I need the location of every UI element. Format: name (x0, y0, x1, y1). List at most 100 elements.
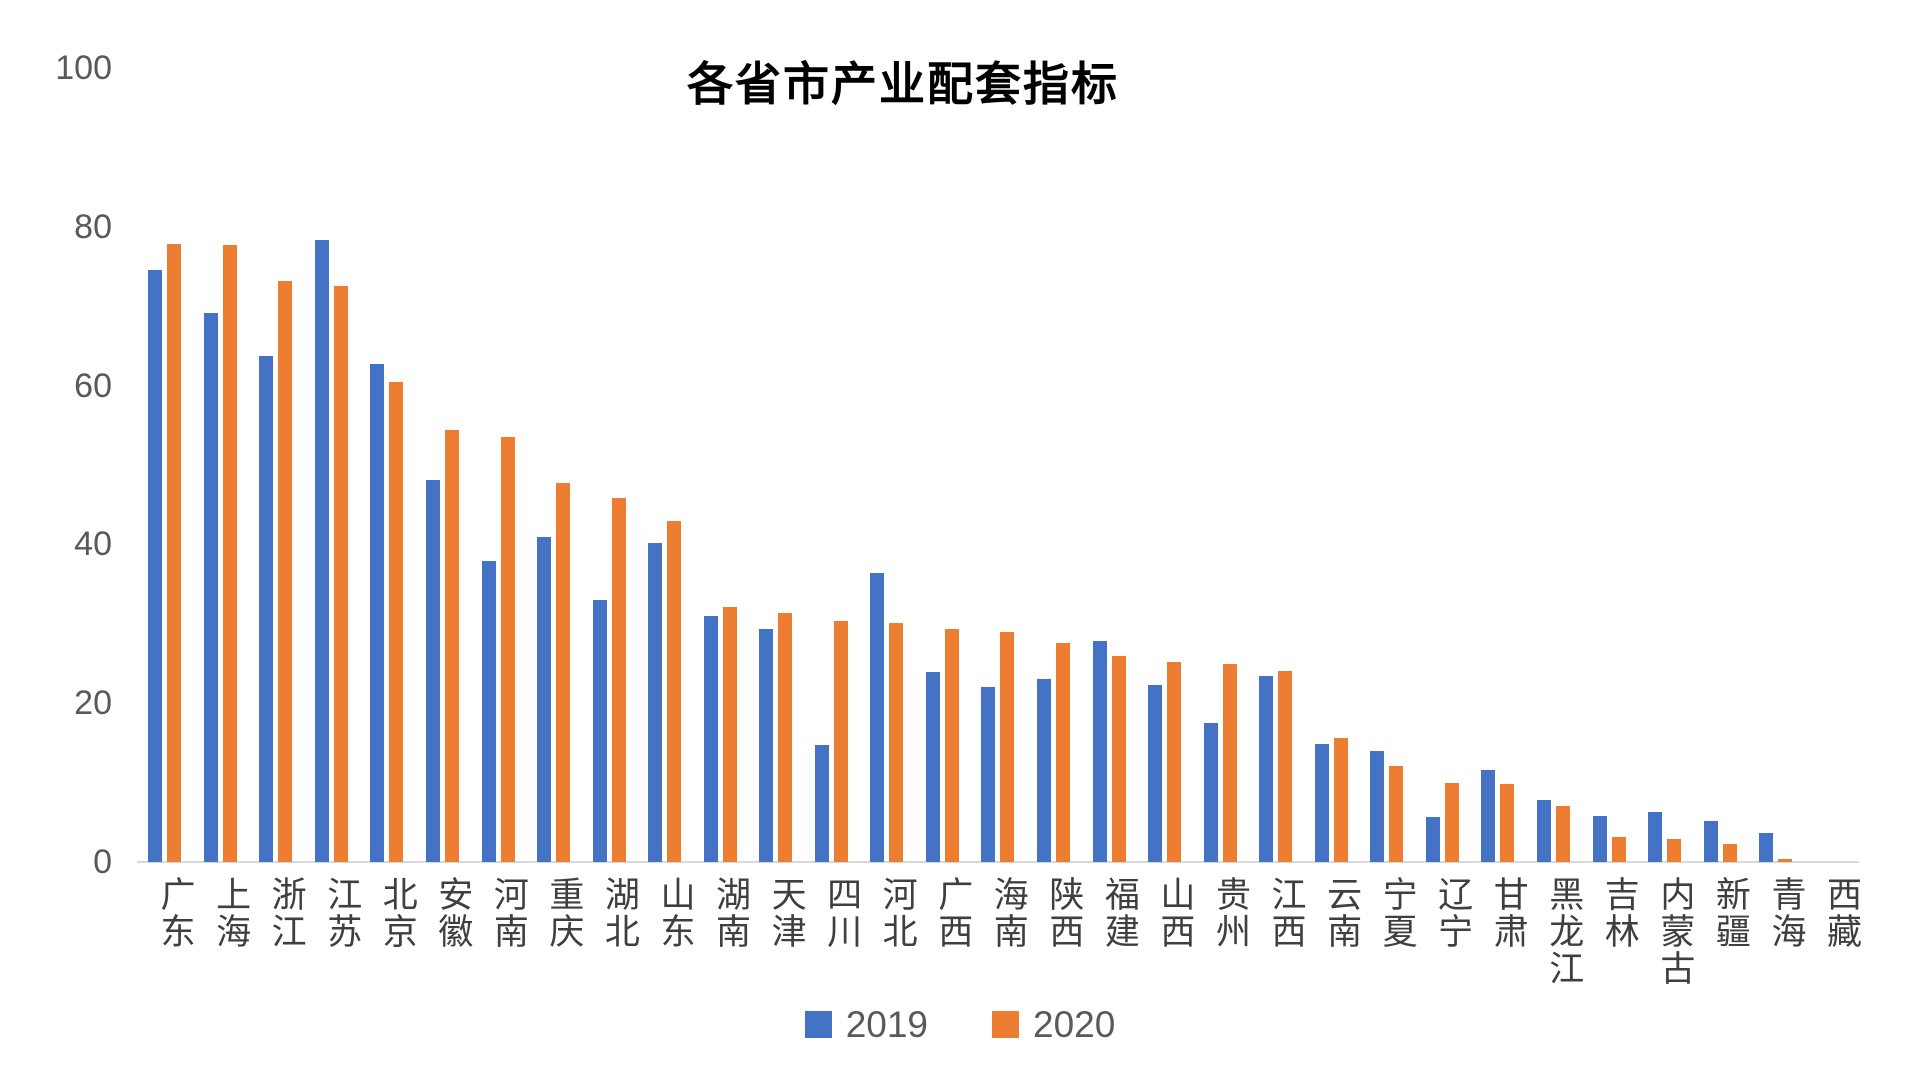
legend-item-2020: 2020 (992, 1006, 1115, 1043)
y-tick-label: 100 (55, 49, 112, 87)
bar-2020-宁夏 (1389, 765, 1404, 862)
bar-group-上海 (193, 68, 249, 862)
bar-2020-上海 (222, 245, 237, 862)
x-cat-label-云南: 云南 (1322, 876, 1362, 950)
bar-2019-四川 (814, 744, 829, 862)
legend-label-2019: 2019 (845, 1004, 928, 1045)
bar-group-湖北 (581, 68, 637, 862)
bar-group-辽宁 (1415, 68, 1471, 862)
bar-2019-云南 (1314, 743, 1329, 862)
x-axis: 广东 上海 浙江 江苏 北京 安徽 河南 重庆 湖北 山东 湖南 天津 四川 河北 广西 海南 陕西 福建 山西 贵州… (137, 876, 1861, 1026)
x-cat-label-青海: 青海 (1766, 876, 1806, 950)
bar-2019-北京 (370, 364, 385, 862)
x-cat-label-重庆: 重庆 (544, 876, 584, 950)
bar-2020-湖北 (611, 498, 626, 862)
bar-2019-河北 (870, 572, 885, 862)
bar-group-甘肃 (1470, 68, 1526, 862)
bar-group-云南 (1304, 68, 1360, 862)
bar-group-安徽 (415, 68, 471, 862)
bar-2020-北京 (389, 381, 404, 862)
x-cat-label-海南: 海南 (988, 876, 1028, 950)
bar-group-青海 (1748, 68, 1804, 862)
bar-group-吉林 (1581, 68, 1637, 862)
plot-area (137, 68, 1859, 863)
x-cat-label-天津: 天津 (766, 876, 806, 950)
legend-swatch-2020-icon (992, 1011, 1019, 1038)
bar-2019-贵州 (1203, 723, 1218, 862)
bar-group-江苏 (304, 68, 360, 862)
x-cat-label-湖北: 湖北 (599, 876, 639, 950)
y-tick-label: 20 (74, 684, 112, 723)
bar-2019-内蒙古 (1648, 811, 1663, 862)
bar-2019-山西 (1148, 684, 1163, 862)
bar-2020-河北 (889, 623, 904, 862)
bar-2019-青海 (1759, 833, 1774, 862)
x-cat-label-河南: 河南 (488, 876, 528, 950)
bar-2020-辽宁 (1444, 782, 1459, 862)
x-cat-label-福建: 福建 (1099, 876, 1139, 950)
legend-label-2020: 2020 (1033, 1004, 1116, 1045)
bar-2020-甘肃 (1500, 784, 1515, 862)
bar-group-海南 (970, 68, 1026, 862)
x-cat-label-山东: 山东 (655, 876, 695, 950)
x-cat-label-安徽: 安徽 (433, 876, 473, 950)
bar-group-宁夏 (1359, 68, 1415, 862)
bar-2020-山西 (1167, 661, 1182, 862)
x-cat-label-河北: 河北 (877, 876, 917, 950)
bar-group-四川 (804, 68, 860, 862)
bar-2019-广西 (925, 672, 940, 862)
bar-2019-广东 (148, 270, 163, 862)
bar-group-贵州 (1192, 68, 1248, 862)
x-cat-label-西藏: 西藏 (1821, 876, 1861, 950)
bar-group-重庆 (526, 68, 582, 862)
bar-2019-黑龙江 (1536, 800, 1551, 862)
bar-2019-陕西 (1037, 679, 1052, 862)
y-tick-label: 0 (93, 843, 112, 881)
x-cat-label-广西: 广西 (933, 876, 973, 950)
bar-2019-湖南 (703, 615, 718, 862)
bar-group-新疆 (1692, 68, 1748, 862)
x-cat-label-黑龙江: 黑龙江 (1544, 876, 1584, 987)
bar-group-山西 (1137, 68, 1193, 862)
bar-2019-海南 (981, 687, 996, 862)
chart-title: 各省市产业配套指标 (687, 58, 1119, 110)
bar-2020-天津 (778, 613, 793, 862)
bar-2020-江苏 (333, 285, 348, 862)
y-tick-label: 40 (74, 525, 112, 564)
bar-2019-江苏 (314, 240, 329, 862)
x-axis-line (137, 861, 1859, 863)
bar-group-福建 (1081, 68, 1137, 862)
bar-2020-浙江 (278, 280, 293, 862)
bar-2020-四川 (833, 621, 848, 862)
x-cat-label-江西: 江西 (1266, 876, 1306, 950)
bar-2019-天津 (759, 629, 774, 862)
x-cat-label-吉林: 吉林 (1599, 876, 1639, 950)
bar-2020-吉林 (1611, 837, 1626, 862)
x-cat-label-山西: 山西 (1155, 876, 1195, 950)
bar-2019-河南 (481, 561, 496, 862)
bar-group-湖南 (692, 68, 748, 862)
bar-group-西藏 (1803, 68, 1859, 862)
bar-2020-福建 (1111, 656, 1126, 862)
bar-group-河北 (859, 68, 915, 862)
bar-2019-安徽 (426, 480, 440, 862)
bar-2020-广西 (944, 628, 959, 862)
bar-2020-山东 (667, 521, 682, 862)
x-cat-label-上海: 上海 (211, 876, 251, 950)
bar-2019-福建 (1092, 641, 1107, 862)
y-tick-label: 60 (74, 366, 112, 405)
bar-2020-青海 (1778, 858, 1793, 862)
bar-2019-浙江 (259, 356, 274, 862)
bar-2020-黑龙江 (1555, 805, 1570, 862)
bar-group-内蒙古 (1637, 68, 1693, 862)
bar-2019-江西 (1259, 676, 1274, 862)
x-cat-label-内蒙古: 内蒙古 (1655, 876, 1695, 987)
x-cat-label-广东: 广东 (155, 876, 195, 950)
bar-2019-吉林 (1592, 815, 1607, 862)
x-cat-label-四川: 四川 (822, 876, 862, 950)
bar-2020-陕西 (1056, 642, 1071, 862)
x-cat-label-江苏: 江苏 (322, 876, 362, 950)
bar-group-黑龙江 (1526, 68, 1582, 862)
x-cat-label-辽宁: 辽宁 (1433, 876, 1473, 950)
bar-group-山东 (637, 68, 693, 862)
